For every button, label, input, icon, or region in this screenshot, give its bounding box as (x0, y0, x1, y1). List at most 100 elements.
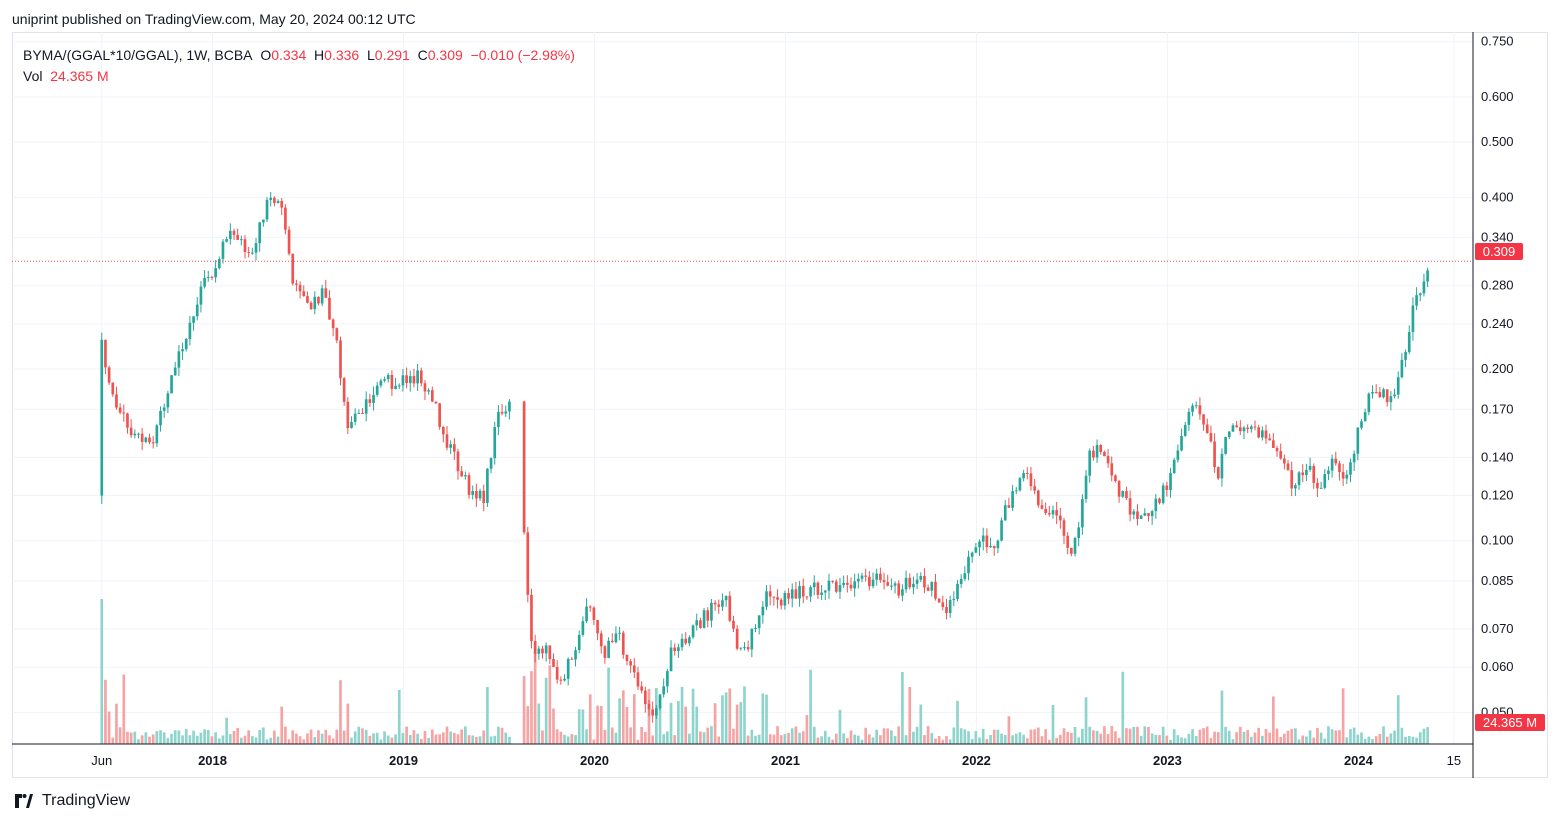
candle-body (129, 427, 133, 436)
x-tick-label: 2024 (1344, 753, 1374, 768)
candle-body (754, 628, 757, 630)
candle-body (680, 638, 684, 648)
candle-body (1051, 510, 1055, 515)
candle-body (739, 647, 743, 649)
candle-body (831, 580, 834, 582)
volume-bar (199, 732, 203, 744)
volume-bar (1136, 726, 1139, 744)
candle-body (217, 258, 221, 269)
candle-body (1275, 447, 1279, 452)
candle-body (1143, 513, 1147, 516)
volume-bar (904, 735, 908, 744)
volume-bar (651, 735, 655, 744)
volume-bar (1338, 730, 1341, 744)
volume-bar (1327, 726, 1330, 744)
volume-bar (956, 700, 959, 744)
volume-bar (353, 731, 357, 744)
candle-body (309, 302, 313, 310)
volume-bar (985, 739, 989, 744)
legend-open-label: O (260, 47, 272, 63)
candle-body (258, 222, 262, 244)
volume-bar (287, 739, 291, 744)
volume-bar (500, 727, 504, 744)
candle-body (1257, 427, 1260, 438)
candle-body (184, 339, 188, 350)
volume-bar (658, 695, 662, 744)
candle-body (291, 253, 295, 284)
candle-body (1169, 473, 1172, 491)
volume-bar (126, 731, 129, 744)
volume-bar (1297, 739, 1301, 744)
candle-body (632, 665, 636, 673)
volume-bar (1308, 730, 1312, 744)
candle-body (684, 638, 688, 644)
candle-body (548, 645, 552, 660)
y-axis[interactable]: 0.750 0.600 0.500 0.400 0.340 0.280 0.240 0.200… (1481, 34, 1514, 720)
volume-bar (383, 731, 386, 744)
candle-body (162, 407, 166, 411)
volume-bar (225, 717, 228, 744)
candle-body (1073, 538, 1077, 554)
volume-bar (1099, 733, 1103, 744)
volume-bar (449, 731, 453, 744)
x-axis[interactable]: Jun 2018 2019 2020 2021 2022 2023 2024 15 (91, 753, 1461, 768)
candle-body (1018, 478, 1022, 491)
candle-body (566, 658, 570, 679)
volume-bar (251, 736, 254, 744)
candle-body (530, 594, 533, 642)
last-price-badge-label: 0.309 (1483, 244, 1516, 259)
candle-body (1272, 440, 1275, 448)
volume-bar (1283, 733, 1286, 744)
candle-body (434, 401, 438, 404)
volume-bar (427, 737, 430, 744)
candle-body (1400, 359, 1404, 378)
volume-bar (981, 728, 985, 744)
candle-body (298, 284, 302, 292)
volume-bar (790, 728, 794, 744)
volume-bar (276, 736, 280, 744)
volume-bar (482, 730, 486, 744)
volume-bar (335, 729, 339, 744)
volume-bar (706, 727, 710, 744)
chart[interactable]: 0.750 0.600 0.500 0.400 0.340 0.280 0.240 0.200… (12, 32, 1548, 778)
volume-bar (570, 734, 574, 744)
volume-bar (908, 687, 912, 744)
candle-body (1172, 459, 1176, 474)
candle-body (155, 425, 159, 444)
volume-bar (621, 690, 625, 744)
tradingview-logo-icon (15, 794, 33, 808)
footer-brand[interactable]: TradingView (12, 792, 130, 810)
volume-bar (394, 734, 397, 744)
volume-bar (118, 727, 122, 744)
candle-body (743, 647, 746, 649)
volume-bar (1047, 739, 1051, 744)
candle-body (879, 573, 882, 581)
candle-body (100, 339, 104, 496)
volume-bar (1058, 734, 1062, 744)
candle-body (243, 239, 247, 253)
volume-bar (104, 679, 107, 744)
candle-body (823, 590, 827, 593)
volume-bar (364, 729, 368, 744)
candle-body (728, 595, 732, 621)
volume-bar (1092, 730, 1095, 744)
volume-bar (1407, 736, 1411, 744)
volume-bar (368, 735, 372, 744)
candle-body (181, 349, 184, 352)
candle-body (251, 252, 254, 254)
candle-body (658, 694, 662, 709)
candle-body (500, 411, 504, 414)
legend-open-value: 0.334 (271, 47, 307, 63)
volume-bar (728, 688, 732, 744)
candle-body (173, 367, 177, 376)
volume-bar (173, 730, 177, 744)
candle-body (276, 200, 280, 203)
candle-body (1286, 463, 1290, 471)
volume-bar (695, 706, 699, 744)
candle-body (1070, 547, 1073, 554)
volume-bar (812, 726, 816, 744)
candle-body (1011, 491, 1014, 508)
volume-bar (228, 734, 232, 744)
candle-body (886, 582, 890, 586)
volume-bar (291, 730, 295, 744)
